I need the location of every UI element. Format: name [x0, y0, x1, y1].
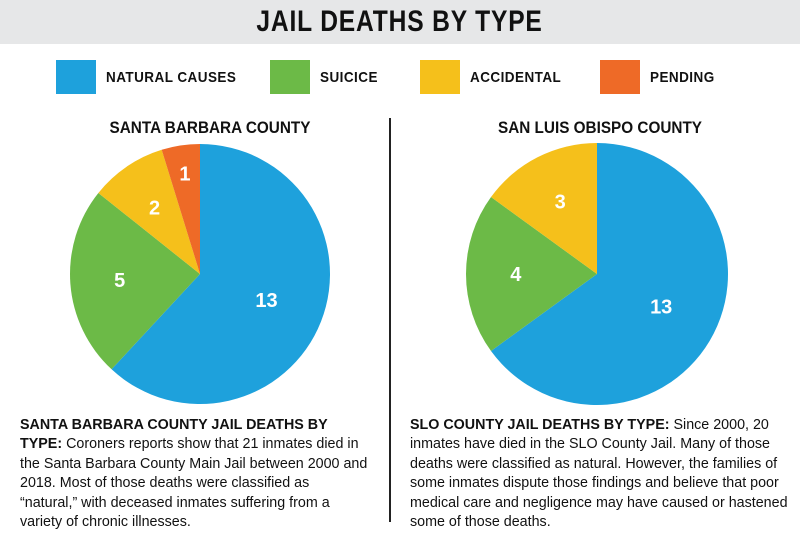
pie-slice-natural-causes	[111, 144, 331, 404]
pie-label-natural-causes: 13	[650, 297, 672, 319]
legend: NATURAL CAUSES SUICICE ACCIDENTAL PENDIN…	[0, 60, 800, 94]
caption-santa-barbara: SANTA BARBARA COUNTY JAIL DEATHS BY TYPE…	[20, 416, 370, 532]
legend-swatch-accidental	[420, 60, 460, 94]
pie-slice-suicice	[70, 192, 200, 370]
pie-label-suicice: 4	[510, 264, 522, 286]
legend-label-natural: NATURAL CAUSES	[106, 68, 237, 86]
title-bar: JAIL DEATHS BY TYPE	[0, 0, 800, 44]
legend-label-suicide: SUICICE	[320, 68, 378, 86]
legend-swatch-natural	[56, 60, 96, 94]
pie-slice-natural-causes	[491, 143, 728, 406]
pie-slice-pending	[161, 144, 200, 274]
caption-body-slo: Since 2000, 20 inmates have died in the …	[410, 417, 788, 531]
legend-item-suicide: SUICICE	[270, 60, 384, 94]
divider	[389, 118, 391, 522]
legend-item-pending: PENDING	[600, 60, 722, 94]
pie-label-accidental: 2	[149, 197, 160, 219]
caption-lead-slo: SLO COUNTY JAIL DEATHS BY TYPE:	[410, 417, 670, 433]
pie-slice-suicice	[466, 197, 597, 351]
legend-label-accidental: ACCIDENTAL	[470, 68, 562, 86]
pie-label-pending: 1	[179, 164, 190, 186]
pie-chart-santa-barbara: 13 5 21	[70, 144, 331, 404]
legend-item-accidental: ACCIDENTAL	[420, 60, 571, 94]
pie-chart-slo: 13 4 3	[466, 143, 728, 406]
caption-slo: SLO COUNTY JAIL DEATHS BY TYPE: Since 20…	[410, 416, 790, 532]
chart-title-santa-barbara: SANTA BARBARA COUNTY	[109, 118, 311, 137]
pie-label-suicice: 5	[114, 270, 125, 292]
chart-title-slo: SAN LUIS OBISPO COUNTY	[497, 118, 703, 137]
legend-swatch-pending	[600, 60, 640, 94]
legend-swatch-suicide	[270, 60, 310, 94]
pie-label-natural-causes: 13	[255, 290, 277, 312]
page-title: JAIL DEATHS BY TYPE	[256, 5, 544, 38]
pie-slice-accidental	[491, 143, 597, 274]
caption-lead-santa-barbara: SANTA BARBARA COUNTY JAIL DEATHS BY TYPE…	[20, 417, 328, 453]
pie-slice-accidental	[98, 149, 200, 274]
pie-label-accidental: 3	[555, 192, 566, 214]
legend-label-pending: PENDING	[650, 68, 715, 86]
caption-body-santa-barbara: Coroners reports show that 21 inmates di…	[20, 436, 368, 531]
legend-item-natural: NATURAL CAUSES	[56, 60, 251, 94]
